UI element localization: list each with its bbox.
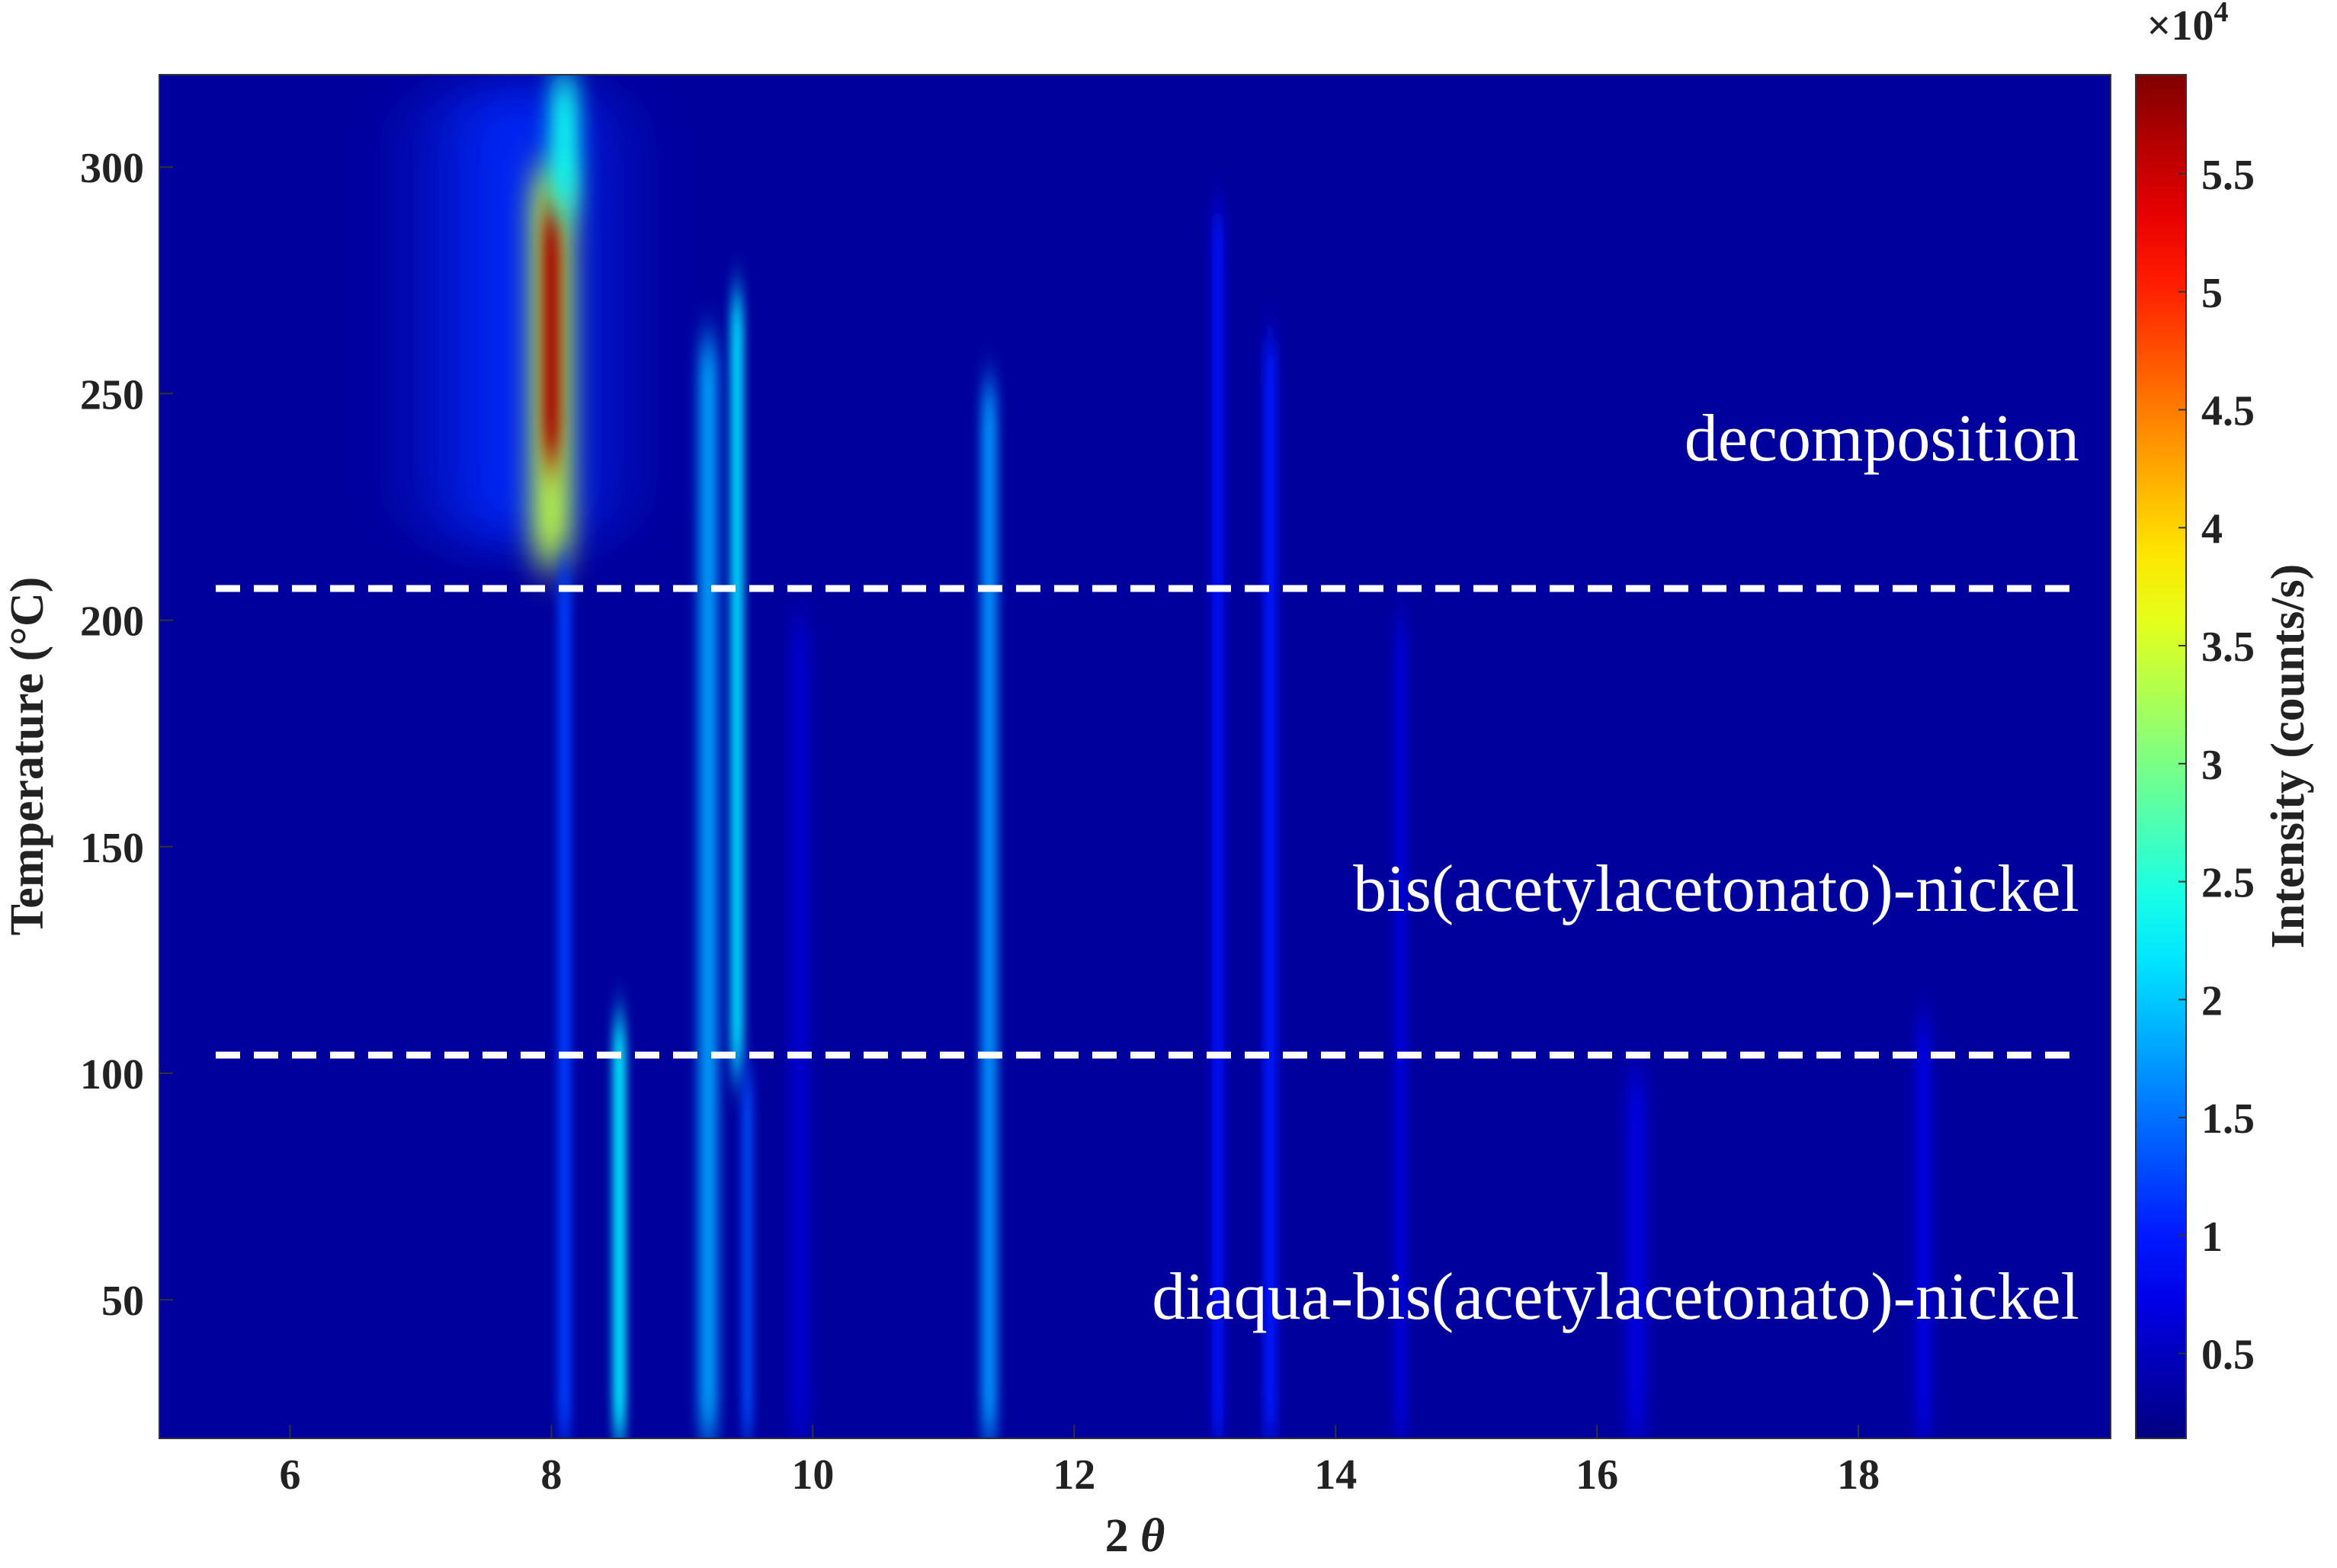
colorbar-tick-label: 2 — [2201, 977, 2223, 1024]
colorbar-tick-label: 3 — [2201, 742, 2223, 789]
colorbar — [2135, 74, 2187, 1439]
intensity-peak — [981, 384, 998, 1438]
plot-frame — [159, 74, 2111, 1439]
colorbar-tick-label: 0.5 — [2201, 1332, 2255, 1379]
intensity-peak — [557, 566, 572, 1438]
x-tick-label: 14 — [1314, 1451, 1357, 1499]
colorbar-tick-label: 2.5 — [2201, 860, 2255, 907]
x-axis-label: 2 θ — [1105, 1510, 1165, 1562]
x-tick-label: 12 — [1053, 1451, 1095, 1499]
overlay: decomposition bis(acetylacetonato)-nickel… — [80, 74, 2255, 1499]
y-tick-label: 150 — [80, 825, 144, 872]
intensity-peak — [1263, 339, 1277, 1438]
x-tick-label: 8 — [540, 1451, 562, 1499]
colorbar-label: Intensity (counts/s) — [2262, 564, 2314, 949]
y-tick-label: 50 — [101, 1278, 144, 1325]
intensity-peak — [1212, 212, 1224, 1438]
colorbar-tick-label: 3.5 — [2201, 624, 2255, 671]
colorbar-tick-label: 1.5 — [2201, 1095, 2255, 1143]
colorbar-tick-label: 5 — [2201, 270, 2223, 317]
colorbar-multiplier: ×104 — [2147, 0, 2229, 50]
x-tick-label: 16 — [1576, 1451, 1618, 1499]
colorbar-tick-label: 5.5 — [2201, 152, 2255, 199]
y-axis-label: Temperature (°C) — [2, 577, 53, 936]
multiplier-base: ×10 — [2147, 2, 2214, 50]
intensity-peak — [730, 293, 744, 1073]
intensity-peak — [1915, 1018, 1932, 1438]
intensity-peak — [612, 1018, 627, 1438]
heatmap — [159, 75, 2111, 1438]
x-label-symbol: θ — [1140, 1510, 1165, 1562]
colorbar-tick-label: 4.5 — [2201, 388, 2255, 435]
y-tick-label: 250 — [80, 371, 144, 418]
intensity-peak — [742, 1073, 753, 1438]
colorbar-tick-label: 1 — [2201, 1214, 2223, 1261]
intensity-peak — [542, 203, 561, 462]
x-tick-label: 10 — [791, 1451, 834, 1499]
intensity-peak — [1394, 620, 1408, 1438]
y-tick-label: 200 — [80, 598, 144, 646]
multiplier-exponent: 4 — [2214, 0, 2228, 28]
phase-annotation: decomposition — [1685, 402, 2079, 476]
x-tick-label: 18 — [1837, 1451, 1880, 1499]
intensity-peak — [1626, 1073, 1646, 1438]
intensity-peak — [790, 620, 809, 1438]
intensity-peak — [699, 339, 718, 1438]
intensity-peak — [550, 75, 579, 213]
y-tick-label: 300 — [80, 145, 144, 192]
x-label-number: 2 — [1105, 1510, 1129, 1562]
x-tick-label: 6 — [279, 1451, 300, 1499]
phase-annotation: bis(acetylacetonato)-nickel — [1353, 852, 2079, 926]
colorbar-tick-label: 4 — [2201, 505, 2223, 553]
y-tick-label: 100 — [80, 1051, 144, 1098]
phase-annotation: diaqua-bis(acetylacetonato)-nickel — [1152, 1260, 2079, 1334]
